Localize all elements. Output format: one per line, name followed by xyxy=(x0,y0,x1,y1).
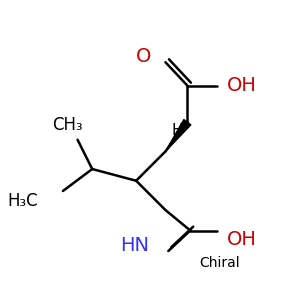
Text: OH: OH xyxy=(227,76,257,95)
Text: H₃C: H₃C xyxy=(8,192,38,210)
Text: H: H xyxy=(171,124,183,139)
Polygon shape xyxy=(165,120,191,152)
Text: O: O xyxy=(135,47,151,66)
Text: Chiral: Chiral xyxy=(199,256,240,270)
Text: CH₃: CH₃ xyxy=(52,116,83,134)
Text: OH: OH xyxy=(227,230,257,249)
Text: HN: HN xyxy=(120,236,149,255)
